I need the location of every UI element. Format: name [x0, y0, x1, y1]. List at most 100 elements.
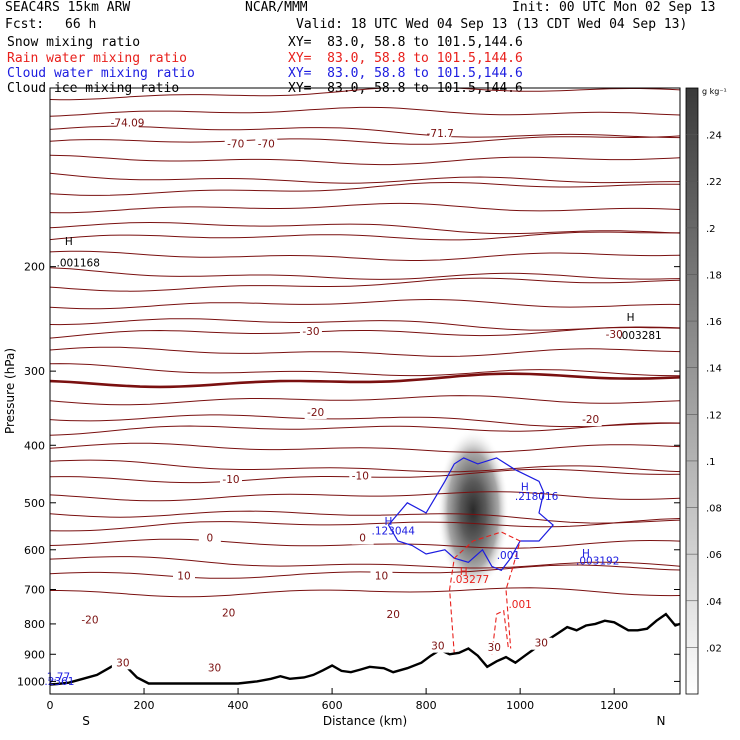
- colorbar-unit: g kg⁻¹: [702, 87, 727, 96]
- contour-label-bg: [255, 138, 278, 151]
- contour-label-bg: [382, 609, 405, 622]
- field-cloudwater-name: Cloud water mixing ratio: [7, 66, 195, 81]
- isotherm-line: [50, 125, 680, 139]
- field-snow-name: Snow mixing ratio: [7, 35, 141, 50]
- colorbar-tick-label: .14: [706, 364, 722, 375]
- x-tick-label: 800: [416, 699, 437, 712]
- colorbar-tick-label: .08: [706, 504, 722, 515]
- isotherm-line: [50, 250, 680, 261]
- field-rain-name: Rain water mixing ratio: [7, 51, 188, 66]
- extrema-label: .2361: [44, 676, 74, 688]
- plot-frame: [49, 87, 681, 695]
- y-tick-label: 700: [24, 584, 45, 597]
- isotherm-line: [50, 181, 680, 196]
- contour-label: 30: [431, 641, 444, 653]
- isotherm-line: [50, 327, 680, 339]
- rain-water-contour: [491, 609, 509, 655]
- isotherm-line: [50, 442, 680, 453]
- field-cloudwater-xy: XY= 83.0, 58.8 to 101.5,144.6: [288, 66, 523, 81]
- colorbar-tick-label: .24: [706, 131, 722, 142]
- colorbar-tick-label: .06: [706, 550, 722, 561]
- north-label: N: [657, 714, 666, 728]
- extrema-label: .003192: [576, 555, 619, 567]
- y-tick-label: 200: [24, 261, 45, 274]
- extrema-label: .001168: [56, 258, 99, 270]
- contour-label: -10: [352, 471, 369, 483]
- isotherm-line: [50, 414, 680, 428]
- contour-label-bg: [351, 532, 374, 545]
- contour-label-bg: [203, 662, 226, 675]
- contour-label-bg: [220, 473, 243, 486]
- isotherm-line: [50, 363, 680, 377]
- contour-label-bg: [603, 329, 626, 342]
- x-tick-label: 1000: [506, 699, 534, 712]
- isotherm-line: [50, 518, 680, 532]
- contour-label-bg: [370, 570, 393, 583]
- contour-label: -70: [227, 139, 244, 151]
- extrema-label: H: [582, 548, 590, 560]
- contour-label-bg: [111, 657, 134, 670]
- contour-label: -10: [222, 474, 239, 486]
- extrema-label: .218016: [515, 491, 559, 503]
- colorbar-tick-label: .16: [706, 317, 722, 328]
- contour-label: 30: [535, 638, 548, 650]
- extrema-label: .123044: [371, 525, 415, 537]
- valid-time: Valid: 18 UTC Wed 04 Sep 13 (13 CDT Wed …: [296, 17, 688, 32]
- extrema-label: H: [460, 566, 468, 578]
- isotherm-line: [50, 491, 680, 502]
- contour-label-bg: [579, 414, 602, 427]
- contour-label: 20: [387, 609, 400, 621]
- contour-label-bg: [349, 470, 372, 483]
- colorbar-bar: [685, 87, 699, 695]
- isotherm-line: [50, 135, 680, 145]
- isotherm-line: [50, 318, 680, 331]
- isotherm-line: [50, 154, 680, 166]
- y-axis-label: Pressure (hPa): [3, 348, 17, 434]
- overlay: -74.09 -70 -70 -71.7 -30 -30 -20 -20 -10 -10 0 0 10 1…: [44, 117, 662, 688]
- isotherm-line: [50, 88, 680, 101]
- contour-label: 30: [116, 657, 129, 669]
- colorbar-tick-label: .12: [706, 410, 722, 421]
- contour-label: -20: [81, 615, 98, 627]
- contour-label: -74.09: [111, 117, 145, 129]
- isotherm-line: [50, 106, 680, 117]
- contour-label: 0: [207, 532, 214, 544]
- init-time: Init: 00 UTC Mon 02 Sep 13: [512, 0, 716, 15]
- extrema-label: .003281: [618, 330, 661, 342]
- contour-label: 30: [208, 662, 221, 674]
- contour-label: -71.7: [427, 128, 454, 140]
- contour-label-bg: [304, 406, 327, 419]
- isotherm-line: [50, 372, 680, 389]
- colorbar-tick-label: .22: [706, 177, 722, 188]
- forecast-hour: 66 h: [65, 17, 97, 32]
- extrema-label: H: [521, 482, 529, 494]
- y-tick-label: 400: [24, 439, 45, 452]
- contour-label: 30: [488, 642, 501, 654]
- x-tick-label: 1200: [600, 699, 628, 712]
- center-title: NCAR/MMM: [245, 0, 308, 15]
- isotherm-line: [50, 587, 680, 598]
- extrema-label: 1.77: [47, 671, 70, 683]
- snow-shading: [437, 428, 510, 593]
- plot-area: [50, 88, 680, 694]
- contour-label: -20: [582, 414, 599, 426]
- isotherm-line: [50, 202, 680, 214]
- extrema-label: .001: [497, 550, 520, 562]
- contour-label-bg: [299, 326, 322, 339]
- colorbar: .02 .04 .06 .08 .1 .12 .14 .16 .18 .2 .22 .24 g kg⁻¹: [685, 87, 727, 695]
- extrema-label: H: [65, 236, 73, 248]
- isotherm-line: [50, 172, 680, 184]
- colorbar-tick-label: .1: [706, 457, 716, 468]
- field-rain-xy: XY= 83.0, 58.8 to 101.5,144.6: [288, 51, 523, 66]
- contour-label: -30: [302, 326, 319, 338]
- contour-label: 10: [177, 571, 190, 583]
- contour-label: 20: [222, 607, 235, 619]
- contour-label: 10: [375, 571, 388, 583]
- x-tick-label: 400: [228, 699, 249, 712]
- rain-water-contour: [449, 531, 521, 655]
- y-tick-label: 300: [24, 365, 45, 378]
- terrain-fill: [50, 614, 680, 694]
- colorbar-tick-label: .2: [706, 224, 716, 235]
- x-tick-label: 200: [134, 699, 155, 712]
